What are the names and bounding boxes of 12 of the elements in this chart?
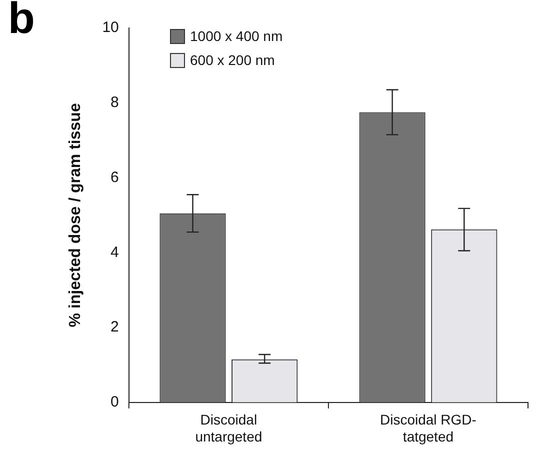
y-tick-label: 6 xyxy=(110,168,119,186)
chart-title: b xyxy=(8,0,35,44)
legend-label: 1000 x 400 nm xyxy=(190,28,283,44)
y-axis-title: % injected dose / gram tissue xyxy=(67,103,84,328)
y-tick-label: 10 xyxy=(102,19,119,36)
y-tick-label: 4 xyxy=(110,244,119,261)
y-tick-label: 8 xyxy=(110,94,119,112)
y-tick-label: 0 xyxy=(110,394,119,411)
y-tick-label: 2 xyxy=(110,318,119,336)
x-tick-label: Discoidal untargeted xyxy=(195,412,262,444)
x-tick-label: Discoidal RGD- tatgeted xyxy=(380,412,477,444)
legend-label: 600 x 200 nm xyxy=(190,52,275,68)
